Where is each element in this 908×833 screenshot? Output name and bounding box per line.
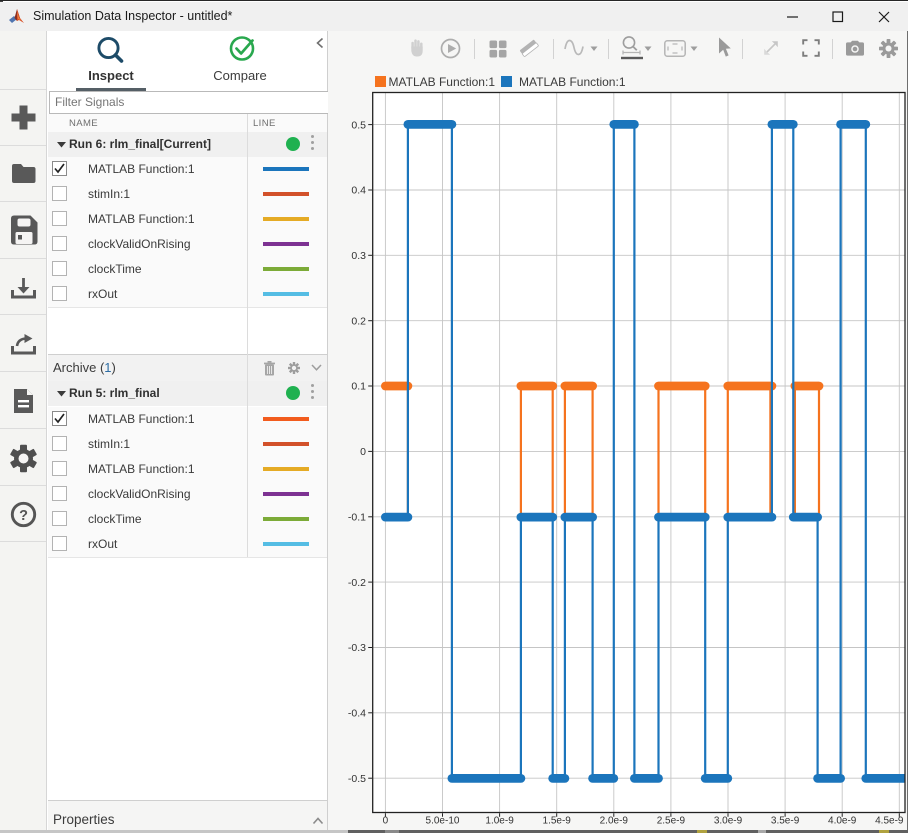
svg-text:2.5e-9: 2.5e-9 bbox=[657, 816, 686, 827]
svg-text:0.1: 0.1 bbox=[351, 381, 366, 393]
svg-text:-0.2: -0.2 bbox=[348, 577, 366, 589]
svg-text:2.0e-9: 2.0e-9 bbox=[600, 816, 629, 827]
svg-text:-0.5: -0.5 bbox=[348, 773, 366, 785]
svg-text:5.0e-10: 5.0e-10 bbox=[426, 816, 460, 827]
svg-text:4.0e-9: 4.0e-9 bbox=[828, 816, 857, 827]
svg-text:?: ? bbox=[19, 508, 28, 524]
svg-text:-0.4: -0.4 bbox=[348, 708, 366, 720]
svg-text:0.4: 0.4 bbox=[351, 185, 366, 197]
svg-text:1.5e-9: 1.5e-9 bbox=[543, 816, 572, 827]
svg-text:-0.1: -0.1 bbox=[348, 512, 366, 524]
svg-text:-0.3: -0.3 bbox=[348, 642, 366, 654]
svg-text:3.0e-9: 3.0e-9 bbox=[714, 816, 743, 827]
svg-text:4.5e-9: 4.5e-9 bbox=[875, 816, 904, 827]
svg-text:0.5: 0.5 bbox=[351, 119, 366, 131]
svg-text:3.5e-9: 3.5e-9 bbox=[771, 816, 800, 827]
svg-text:0.2: 0.2 bbox=[351, 315, 366, 327]
svg-text:0.3: 0.3 bbox=[351, 250, 366, 262]
svg-text:1.0e-9: 1.0e-9 bbox=[485, 816, 514, 827]
svg-text:0: 0 bbox=[383, 816, 389, 827]
svg-text:0: 0 bbox=[360, 446, 366, 458]
